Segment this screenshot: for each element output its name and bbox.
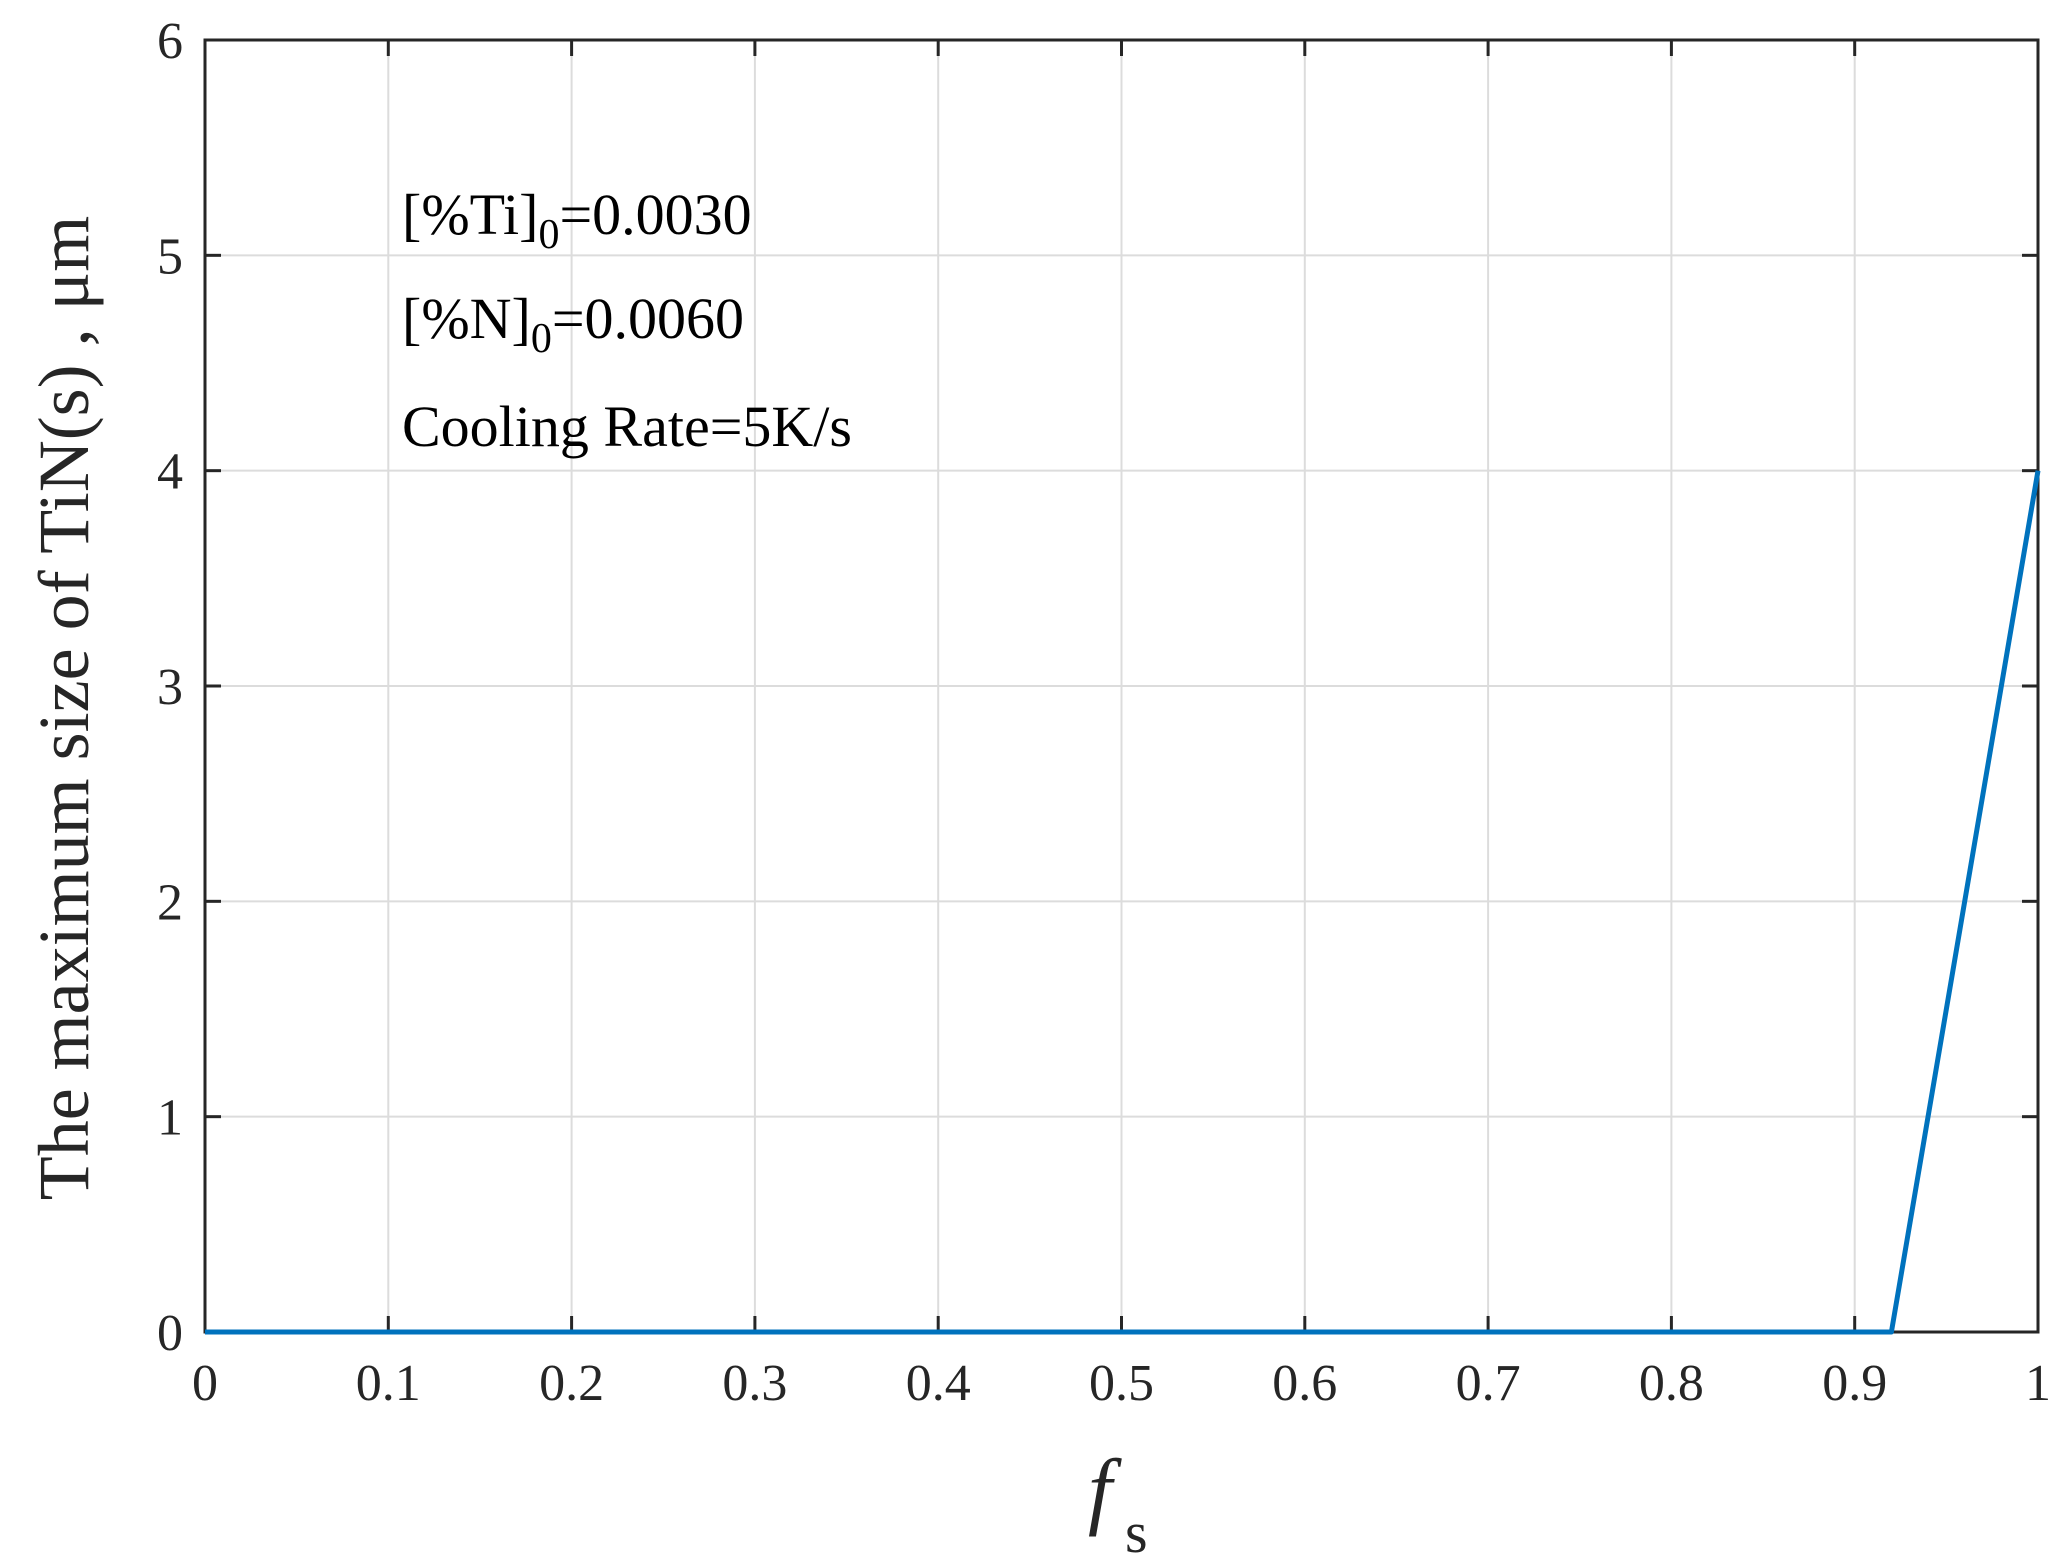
series-line-0 xyxy=(205,470,2041,1335)
y-tick-label: 2 xyxy=(157,874,183,931)
x-tick-label: 0.9 xyxy=(1822,1355,1887,1412)
annotation-n: [%N]0=0.0060 xyxy=(402,286,744,362)
y-tick-label: 6 xyxy=(157,13,183,70)
annotation-cooling-rate: Cooling Rate=5K/s xyxy=(402,394,852,459)
y-tick-labels: 0 1 2 3 4 5 6 xyxy=(157,13,183,1362)
x-tick-label: 1 xyxy=(2025,1355,2051,1412)
x-tick-label: 0.7 xyxy=(1456,1355,1521,1412)
annotations: [%Ti]0=0.0030 [%N]0=0.0060 Cooling Rate=… xyxy=(402,182,852,459)
x-axis-subscript: s xyxy=(1125,1500,1148,1563)
x-tick-label: 0.2 xyxy=(539,1355,604,1412)
annotation-ti: [%Ti]0=0.0030 xyxy=(402,182,752,258)
x-tick-label: 0 xyxy=(192,1355,218,1412)
grid xyxy=(205,40,2038,1332)
x-tick-label: 0.8 xyxy=(1639,1355,1704,1412)
x-tick-label: 0.4 xyxy=(906,1355,971,1412)
y-tick-label: 0 xyxy=(157,1305,183,1362)
y-tick-label: 5 xyxy=(157,228,183,285)
y-axis-title: The maximum size of TiN(s) , μm xyxy=(24,216,104,1201)
x-tick-label: 0.6 xyxy=(1272,1355,1337,1412)
x-tick-label: 0.1 xyxy=(356,1355,421,1412)
x-tick-label: 0.5 xyxy=(1089,1355,1154,1412)
y-tick-label: 4 xyxy=(157,444,183,501)
y-tick-label: 1 xyxy=(157,1090,183,1147)
series-layer xyxy=(205,470,2041,1335)
x-tick-labels: 0 0.1 0.2 0.3 0.4 0.5 0.6 0.7 0.8 0.9 1 xyxy=(192,1355,2051,1412)
x-tick-label: 0.3 xyxy=(722,1355,787,1412)
y-tick-label: 3 xyxy=(157,659,183,716)
